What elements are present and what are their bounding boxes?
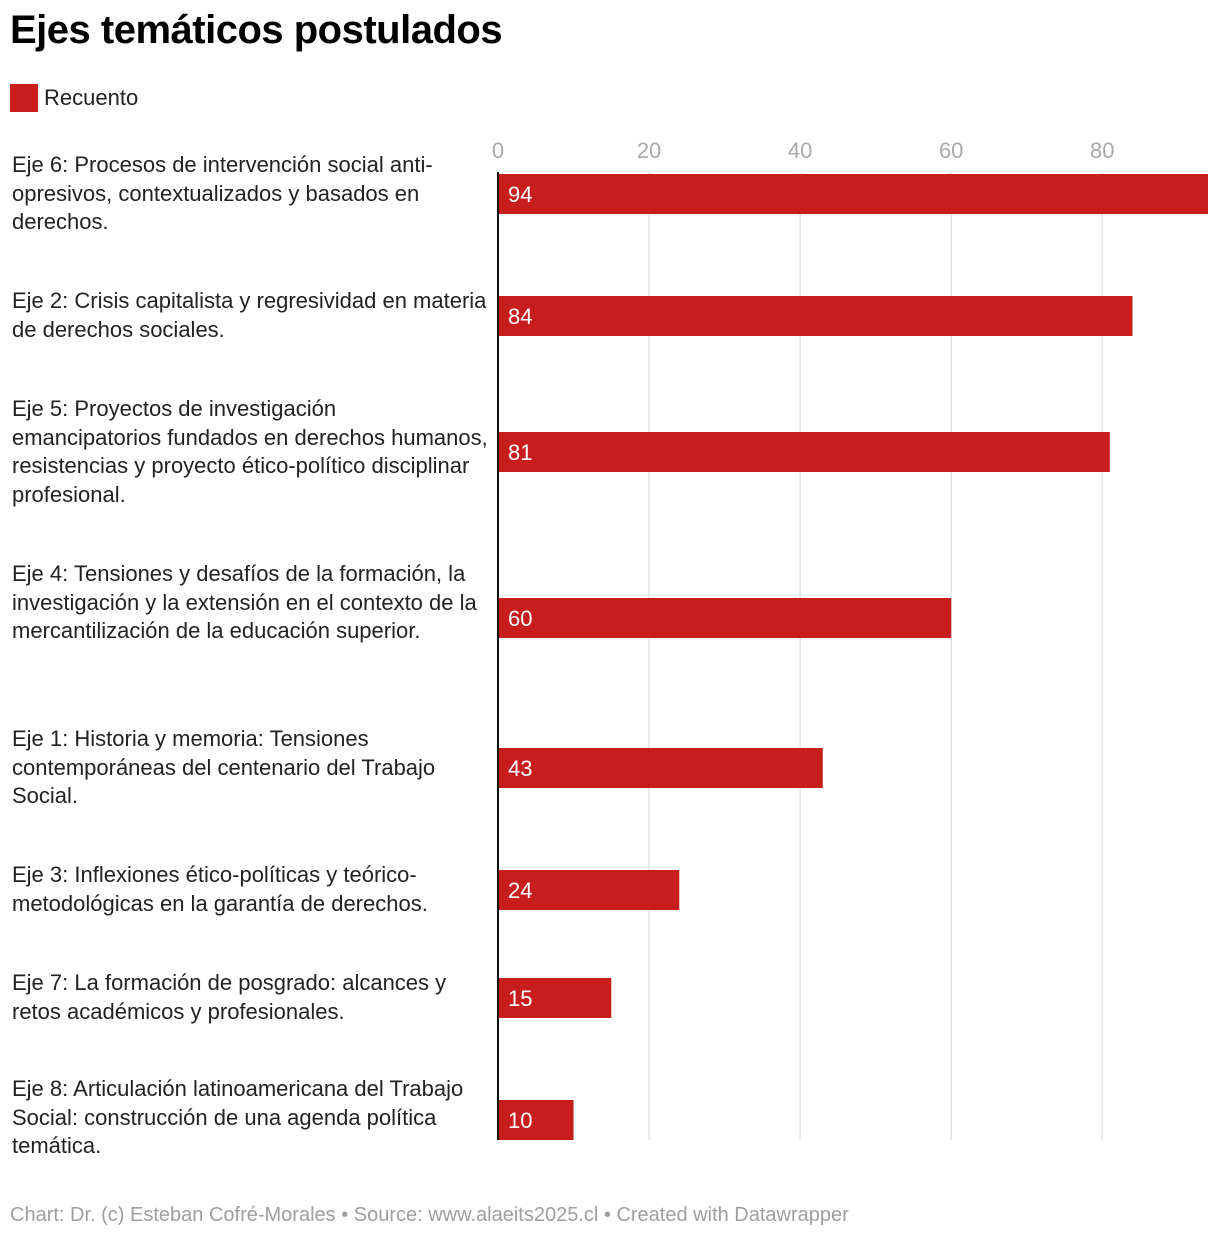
bar-6 [498, 978, 612, 1018]
category-label-eje-3: Eje 3: Inflexiones ético-políticas y teó… [12, 862, 428, 916]
bar-value-label-3: 60 [508, 606, 532, 631]
category-label-eje-5: Eje 5: Proyectos de investigación emanci… [12, 396, 488, 507]
bar-value-label-2: 81 [508, 440, 532, 465]
chart-footer: Chart: Dr. (c) Esteban Cofré-Morales • S… [10, 1204, 849, 1226]
tick-label-60: 60 [939, 138, 963, 163]
bar-3 [498, 598, 952, 638]
legend-label: Recuento [44, 84, 139, 110]
bar-1 [498, 296, 1133, 336]
bar-value-label-6: 15 [508, 986, 532, 1011]
bar-4 [498, 748, 823, 788]
category-label-eje-6: Eje 6: Procesos de intervención social a… [12, 152, 433, 234]
legend-swatch [10, 83, 38, 112]
chart-title: Ejes temáticos postulados [10, 8, 503, 52]
tick-label-20: 20 [637, 138, 661, 163]
bar-value-label-1: 84 [508, 304, 532, 329]
legend: Recuento [10, 83, 138, 112]
bar-value-label-5: 24 [508, 878, 532, 903]
category-label-eje-1: Eje 1: Historia y memoria: Tensiones con… [12, 726, 436, 808]
tick-label-0: 0 [492, 138, 504, 163]
bar-value-label-0: 94 [508, 182, 532, 207]
category-label-eje-8: Eje 8: Articulación latinoamericana del … [12, 1076, 464, 1158]
bar-7 [498, 1100, 574, 1140]
category-label-eje-2: Eje 2: Crisis capitalista y regresividad… [12, 288, 487, 342]
category-label-eje-7: Eje 7: La formación de posgrado: alcance… [12, 970, 447, 1024]
tick-label-40: 40 [788, 138, 812, 163]
category-label-eje-4: Eje 4: Tensiones y desafíos de la formac… [12, 561, 477, 643]
bar-0 [498, 174, 1208, 214]
bar-value-label-7: 10 [508, 1108, 532, 1133]
bar-2 [498, 432, 1110, 472]
bar-value-label-4: 43 [508, 756, 532, 781]
tick-label-80: 80 [1090, 138, 1114, 163]
bar-5 [498, 870, 680, 910]
